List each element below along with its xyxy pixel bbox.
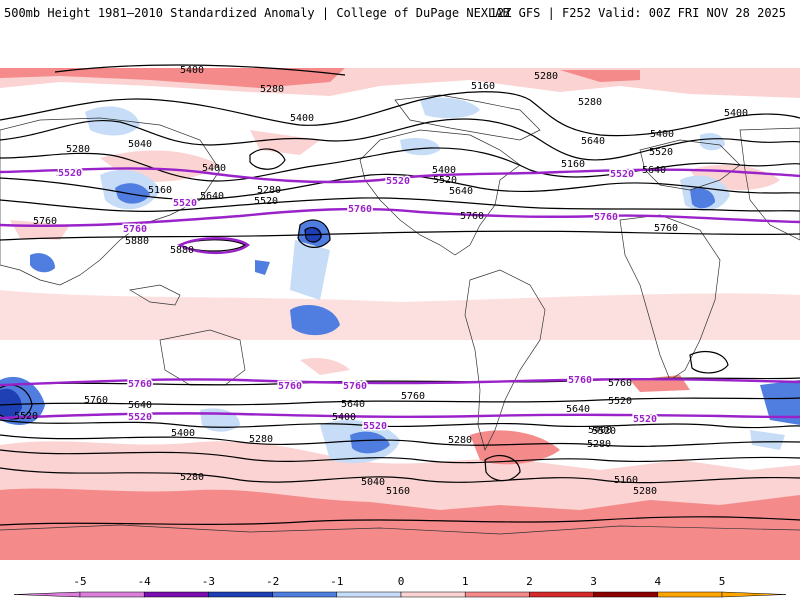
contour-label: 5160 bbox=[386, 486, 410, 497]
contour-label: 5640 bbox=[566, 404, 590, 415]
contour-label: 5160 bbox=[614, 475, 638, 486]
colorbar-segment bbox=[79, 591, 145, 598]
highlight-contour-label: 5520 bbox=[173, 198, 197, 209]
contour-label: 5280 bbox=[587, 439, 611, 450]
contour-label: 5760 bbox=[654, 223, 678, 234]
contour-label: 5640 bbox=[449, 186, 473, 197]
colorbar-segment bbox=[143, 591, 209, 598]
contour-label: 5520 bbox=[56, 168, 80, 179]
colorbar-tick-label: 4 bbox=[654, 575, 661, 588]
contour-label: 5400 bbox=[588, 425, 612, 436]
contour-label: 5160 bbox=[148, 185, 172, 196]
highlight-contour-label: 5760 bbox=[568, 375, 592, 386]
contour-label: 5040 bbox=[128, 139, 152, 150]
map-title: 500mb Height 1981–2010 Standardized Anom… bbox=[4, 6, 510, 20]
contour-label: 5040 bbox=[361, 477, 385, 488]
highlight-labels: 5520 5760 5520 5760 5520 5760 5520 5760 5760 5760… bbox=[56, 167, 658, 434]
contour-label: 5280 bbox=[249, 434, 273, 445]
contour-label: 5520 bbox=[433, 175, 457, 186]
height-contours bbox=[0, 64, 800, 526]
colorbar-segment bbox=[464, 591, 530, 598]
colorbar-tick-label: -2 bbox=[266, 575, 279, 588]
contour-label: 5400 bbox=[332, 412, 356, 423]
colorbar-tick-label: 0 bbox=[398, 575, 405, 588]
contour-label: 5280 bbox=[257, 185, 281, 196]
colorbar-tick-label: 2 bbox=[526, 575, 533, 588]
colorbar-tick-label: -4 bbox=[138, 575, 152, 588]
highlight-contour-label: 5760 bbox=[343, 381, 367, 392]
model-valid-time: 12Z GFS | F252 Valid: 00Z FRI NOV 28 202… bbox=[489, 6, 786, 20]
colorbar-tick-label: -3 bbox=[202, 575, 215, 588]
colorbar-tick-label: -1 bbox=[330, 575, 343, 588]
contour-label: 5520 bbox=[608, 396, 632, 407]
contour-label: 5760 bbox=[33, 216, 57, 227]
contour-label: 5280 bbox=[180, 472, 204, 483]
highlight-contour-label: 5520 bbox=[610, 169, 634, 180]
colorbar-min-arrow bbox=[13, 591, 81, 598]
contour-label: 5760 bbox=[84, 395, 108, 406]
contour-labels: 5400528051605280540052805040540051605640… bbox=[14, 65, 748, 497]
highlight-contour-label: 5520 bbox=[58, 168, 82, 179]
contour-label: 5400 bbox=[180, 65, 204, 76]
contour-label: 5640 bbox=[642, 165, 666, 176]
contour-label: 5520 bbox=[14, 411, 38, 422]
contour-label: 5400 bbox=[724, 108, 748, 119]
contour-label: 5160 bbox=[471, 81, 495, 92]
colorbar-segment bbox=[657, 591, 723, 598]
colorbar-segment bbox=[400, 591, 466, 598]
contour-label: 5280 bbox=[534, 71, 558, 82]
colorbar-segment bbox=[272, 591, 338, 598]
colorbar-segments bbox=[13, 591, 787, 598]
highlight-contours bbox=[0, 167, 800, 420]
contour-label: 5520 bbox=[592, 426, 616, 437]
highlight-contour-label: 5520 bbox=[363, 421, 387, 432]
colorbar-segment bbox=[593, 591, 659, 598]
contour-label: 5280 bbox=[448, 435, 472, 446]
highlight-contour-label: 5520 bbox=[633, 414, 657, 425]
contour-label: 5880 bbox=[125, 236, 149, 247]
contour-label: 5280 bbox=[633, 486, 657, 497]
contour-label: 5760 bbox=[401, 391, 425, 402]
colorbar-tick-label: 1 bbox=[462, 575, 469, 588]
highlight-contour-label: 5760 bbox=[594, 212, 618, 223]
highlight-contour-label: 5760 bbox=[278, 381, 302, 392]
contour-label: 5760 bbox=[608, 378, 632, 389]
contour-label: 5400 bbox=[290, 113, 314, 124]
colorbar-max-arrow bbox=[721, 591, 787, 598]
contour-label: 5400 bbox=[171, 428, 195, 439]
contour-label: 5520 bbox=[649, 147, 673, 158]
colorbar-segment bbox=[529, 591, 594, 598]
contour-label: 5160 bbox=[561, 159, 585, 170]
contour-label: 5640 bbox=[581, 136, 605, 147]
highlight-contour-label: 5760 bbox=[348, 204, 372, 215]
contour-label: 5640 bbox=[200, 191, 224, 202]
colorbar-segment bbox=[208, 591, 273, 598]
highlight-contour-label: 5520 bbox=[386, 176, 410, 187]
contour-label: 5520 bbox=[254, 196, 278, 207]
colorbar-segment bbox=[336, 591, 402, 598]
colorbar-ticks: -5 -4 -3 -2 -1 0 1 2 3 4 5 bbox=[73, 575, 725, 588]
contour-label: 5880 bbox=[170, 245, 194, 256]
contour-label: 5400 bbox=[432, 165, 456, 176]
contour-label: 5640 bbox=[128, 400, 152, 411]
contour-label: 5280 bbox=[66, 144, 90, 155]
contour-label: 5640 bbox=[341, 399, 365, 410]
negative-anomaly-areas bbox=[0, 97, 800, 464]
highlight-contour-label: 5760 bbox=[123, 224, 147, 235]
highlight-contour-label: 5520 bbox=[128, 412, 152, 423]
anomaly-map: 5400528051605280540052805040540051605640… bbox=[0, 40, 800, 560]
contour-label: 5280 bbox=[260, 84, 284, 95]
contour-label: 5400 bbox=[650, 129, 674, 140]
colorbar-tick-label: 5 bbox=[719, 575, 726, 588]
colorbar-tick-label: 3 bbox=[590, 575, 597, 588]
colorbar-tick-label: -5 bbox=[73, 575, 86, 588]
colorbar: -5 -4 -3 -2 -1 0 1 2 3 4 5 bbox=[13, 575, 787, 598]
contour-label: 5280 bbox=[578, 97, 602, 108]
highlight-contour-label: 5760 bbox=[128, 379, 152, 390]
contour-label: 5760 bbox=[460, 211, 484, 222]
contour-label: 5400 bbox=[202, 163, 226, 174]
